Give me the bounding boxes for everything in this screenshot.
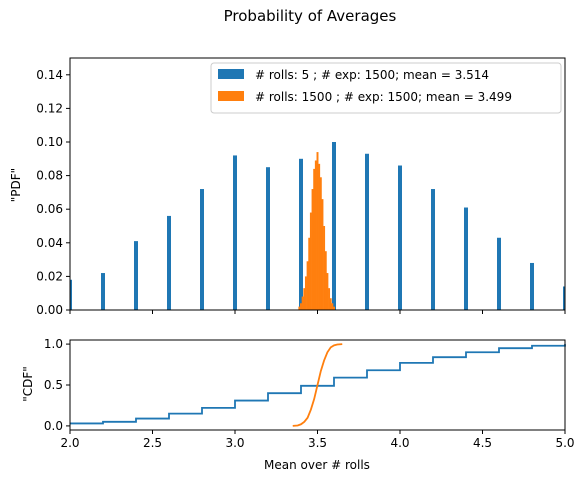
pdf-bar-series-2 (304, 276, 307, 310)
cdf-ytick-label: 0.0 (44, 419, 63, 433)
pdf-bar-series-2 (311, 189, 314, 310)
pdf-bar-series-2 (309, 212, 312, 310)
pdf-bar-series-1 (464, 207, 468, 310)
legend-swatch-series-1 (218, 69, 244, 79)
cdf-xtick-label: 2.0 (60, 436, 79, 450)
pdf-bar-series-2 (319, 177, 322, 310)
cdf-line-series-2 (292, 343, 343, 427)
pdf-bar-series-1 (134, 241, 138, 310)
pdf-bar-series-2 (314, 160, 317, 310)
pdf-bar-series-2 (328, 288, 331, 310)
pdf-bar-series-2 (303, 288, 306, 310)
pdf-ytick-label: 0.06 (36, 202, 63, 216)
pdf-bar-series-2 (329, 298, 332, 310)
pdf-bar-series-2 (301, 296, 304, 310)
pdf-bar-series-2 (323, 226, 326, 310)
pdf-bar-series-1 (563, 286, 565, 310)
pdf-ytick-label: 0.02 (36, 269, 63, 283)
pdf-bar-series-2 (313, 168, 316, 310)
pdf-bar-series-2 (321, 199, 324, 310)
pdf-bar-series-2 (306, 261, 309, 310)
pdf-ytick-label: 0.12 (36, 101, 63, 115)
pdf-bar-series-2 (324, 251, 327, 310)
legend-swatch-series-2 (218, 91, 244, 101)
pdf-bar-series-2 (308, 237, 311, 310)
cdf-xtick-label: 4.5 (473, 436, 492, 450)
pdf-axes: 0.00 0.02 0.04 0.06 0.08 0.10 0.12 0.14 (36, 57, 566, 317)
pdf-bar-series-1 (497, 237, 501, 310)
pdf-ytick-label: 0.08 (36, 169, 63, 183)
pdf-ytick-label: 0.14 (36, 68, 63, 82)
legend-frame (210, 62, 562, 114)
pdf-ylabel: "PDF" (9, 168, 23, 202)
pdf-bar-series-2 (300, 303, 302, 310)
pdf-bar-series-2 (331, 303, 334, 310)
pdf-bar-series-2 (326, 273, 329, 310)
cdf-xlabel: Mean over # rolls (264, 458, 370, 472)
cdf-axes: 0.0 0.5 1.0 2.0 2.5 3.0 3.5 4.0 4.5 5.0 (44, 337, 575, 450)
pdf-bar-series-2 (298, 306, 301, 310)
pdf-bar-series-1 (398, 165, 402, 310)
pdf-bar-series-1 (299, 158, 303, 310)
pdf-bar-series-1 (431, 189, 435, 310)
pdf-bar-series-1 (530, 262, 534, 310)
cdf-xtick-label: 5.0 (555, 436, 574, 450)
pdf-bar-series-1 (101, 273, 105, 310)
cdf-xtick-label: 3.5 (308, 436, 327, 450)
pdf-bar-series-1 (365, 153, 369, 310)
legend-label-series-1: # rolls: 5 ; # exp: 1500; mean = 3.514 (255, 68, 489, 82)
pdf-bar-series-1 (233, 155, 237, 310)
figure-title: Probability of Averages (224, 7, 397, 25)
cdf-xtick-label: 3.0 (225, 436, 244, 450)
legend-label-series-2: # rolls: 1500 ; # exp: 1500; mean = 3.49… (255, 90, 512, 104)
legend: # rolls: 5 ; # exp: 1500; mean = 3.514 #… (210, 62, 562, 114)
cdf-xtick-label: 4.0 (390, 436, 409, 450)
pdf-bar-series-2 (318, 163, 321, 310)
pdf-bar-series-1 (266, 167, 270, 310)
cdf-line-series-1 (70, 344, 566, 425)
pdf-ytick-label: 0.00 (36, 303, 63, 317)
cdf-xtick-label: 2.5 (143, 436, 162, 450)
pdf-bar-series-1 (167, 215, 171, 310)
pdf-ytick-label: 0.04 (36, 236, 63, 250)
pdf-bar-series-1 (332, 142, 336, 310)
pdf-bar-series-1 (200, 189, 204, 310)
cdf-ylabel: "CDF" (21, 366, 35, 402)
pdf-bar-series-2 (316, 152, 319, 310)
pdf-bar-series-2 (333, 306, 335, 310)
pdf-ytick-label: 0.10 (36, 135, 63, 149)
cdf-ytick-label: 0.5 (44, 378, 63, 392)
cdf-ytick-label: 1.0 (44, 337, 63, 351)
pdf-bar-series-1 (70, 279, 72, 310)
